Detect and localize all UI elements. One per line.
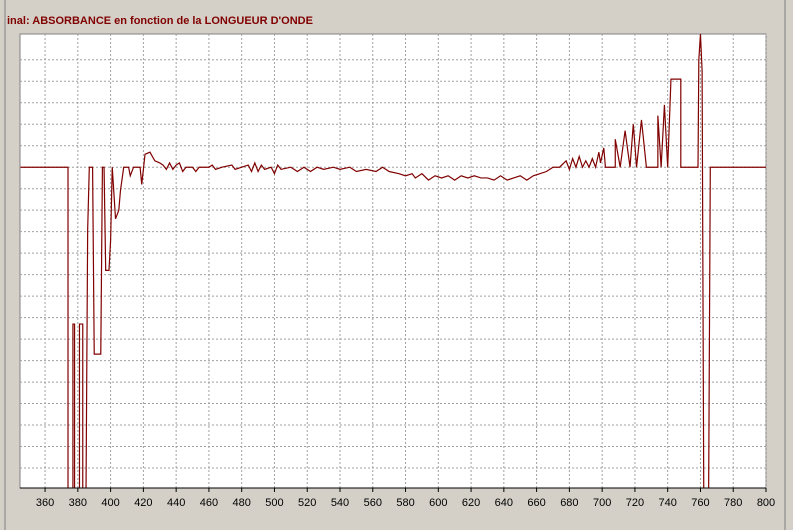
x-tick-label: 700 (593, 497, 611, 509)
x-tick-label: 620 (462, 497, 480, 509)
x-tick-label: 800 (757, 497, 775, 509)
x-tick-label: 640 (495, 497, 513, 509)
plot-area (19, 33, 767, 489)
grid (20, 34, 767, 488)
x-tick-label: 680 (560, 497, 578, 509)
x-tick-label: 740 (659, 497, 677, 509)
x-tick-label: 760 (691, 497, 709, 509)
x-tick-label: 600 (429, 497, 447, 509)
x-tick-label: 480 (233, 497, 251, 509)
x-tick-label: 560 (364, 497, 382, 509)
x-tick-label: 660 (527, 497, 545, 509)
x-tick-label: 360 (36, 497, 54, 509)
x-tick-label: 440 (167, 497, 185, 509)
x-tick-label: 580 (396, 497, 414, 509)
x-tick-label: 520 (298, 497, 316, 509)
x-tick-label: 420 (134, 497, 152, 509)
plot (20, 34, 766, 488)
chart-title: inal: ABSORBANCE en fonction de la LONGU… (7, 15, 313, 27)
x-tick-label: 720 (626, 497, 644, 509)
x-tick-label: 400 (101, 497, 119, 509)
x-tick-label: 380 (69, 497, 87, 509)
data-line (20, 34, 766, 488)
x-tick-label: 780 (724, 497, 742, 509)
x-tick-label: 460 (200, 497, 218, 509)
x-tick-label: 500 (265, 497, 283, 509)
x-tick-label: 540 (331, 497, 349, 509)
